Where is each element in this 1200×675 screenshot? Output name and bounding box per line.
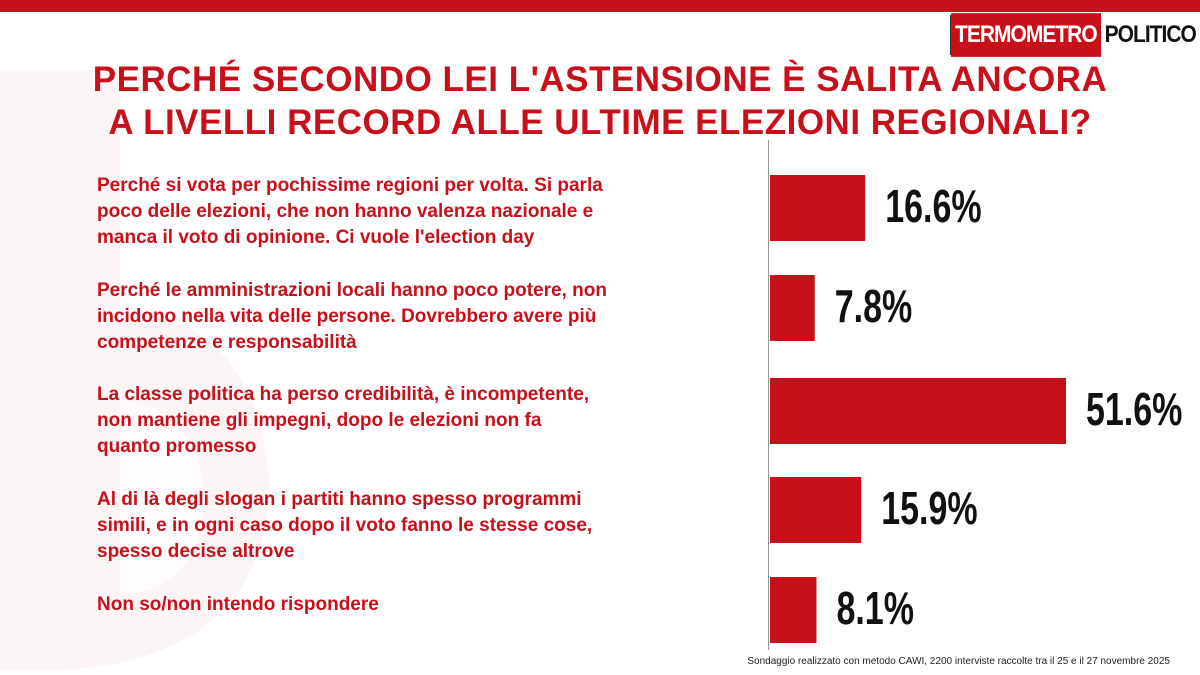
answer-label-line: Non so/non intendo rispondere bbox=[97, 594, 379, 615]
answer-label-line: Perché le amministrazioni locali hanno p… bbox=[97, 280, 607, 301]
answer-label-line: spesso decise altrove bbox=[97, 541, 295, 562]
answer-label-line: quanto promesso bbox=[97, 436, 257, 457]
answer-label-line: La classe politica ha perso credibilità,… bbox=[97, 384, 590, 405]
top-bar bbox=[0, 0, 1200, 12]
bar-4 bbox=[770, 477, 862, 543]
source-note: Sondaggio realizzato con metodo CAWI, 22… bbox=[747, 656, 1170, 667]
bar-value-label-1: 16.6% bbox=[885, 180, 981, 232]
bar-value-label-4: 15.9% bbox=[881, 482, 977, 534]
answer-label-line: manca il voto di opinione. Ci vuole l'el… bbox=[97, 227, 535, 248]
chart-title-line-2: A LIVELLI RECORD ALLE ULTIME ELEZIONI RE… bbox=[108, 103, 1092, 142]
answer-label-1: Perché si vota per pochissime regioni pe… bbox=[97, 173, 747, 251]
bar-value-label-3: 51.6% bbox=[1086, 383, 1182, 435]
answer-label-line: incidono nella vita delle persone. Dovre… bbox=[97, 306, 597, 327]
chart-title-line-1: PERCHÉ SECONDO LEI L'ASTENSIONE È SALITA… bbox=[92, 60, 1108, 99]
background-watermark-shape bbox=[0, 70, 270, 670]
bar-value-label-2: 7.8% bbox=[835, 280, 912, 332]
answer-label-line: poco delle elezioni, che non hanno valen… bbox=[97, 201, 594, 222]
chart-axis-line bbox=[768, 140, 769, 650]
bar-value-label-5: 8.1% bbox=[836, 582, 913, 634]
bar-5 bbox=[770, 577, 817, 643]
bar-2 bbox=[770, 275, 815, 341]
logo-part-politico: POLITICO bbox=[1100, 13, 1200, 57]
bar-1 bbox=[770, 175, 866, 241]
answer-label-5: Non so/non intendo rispondere bbox=[97, 592, 747, 618]
answer-label-line: non mantiene gli impegni, dopo le elezio… bbox=[97, 410, 542, 431]
answer-label-line: Al di là degli slogan i partiti hanno sp… bbox=[97, 489, 582, 510]
bar-3 bbox=[770, 378, 1066, 444]
termometro-politico-logo: TERMOMETRO POLITICO bbox=[950, 13, 1200, 57]
logo-part-termometro: TERMOMETRO bbox=[951, 13, 1101, 57]
chart-title: PERCHÉ SECONDO LEI L'ASTENSIONE È SALITA… bbox=[40, 58, 1160, 144]
answer-label-3: La classe politica ha perso credibilità,… bbox=[97, 382, 747, 460]
answer-label-line: Perché si vota per pochissime regioni pe… bbox=[97, 175, 603, 196]
answer-label-4: Al di là degli slogan i partiti hanno sp… bbox=[97, 487, 747, 565]
answer-label-2: Perché le amministrazioni locali hanno p… bbox=[97, 278, 747, 356]
answer-label-line: simili, e in ogni caso dopo il voto fann… bbox=[97, 515, 593, 536]
answer-label-line: competenze e responsabilità bbox=[97, 332, 357, 353]
